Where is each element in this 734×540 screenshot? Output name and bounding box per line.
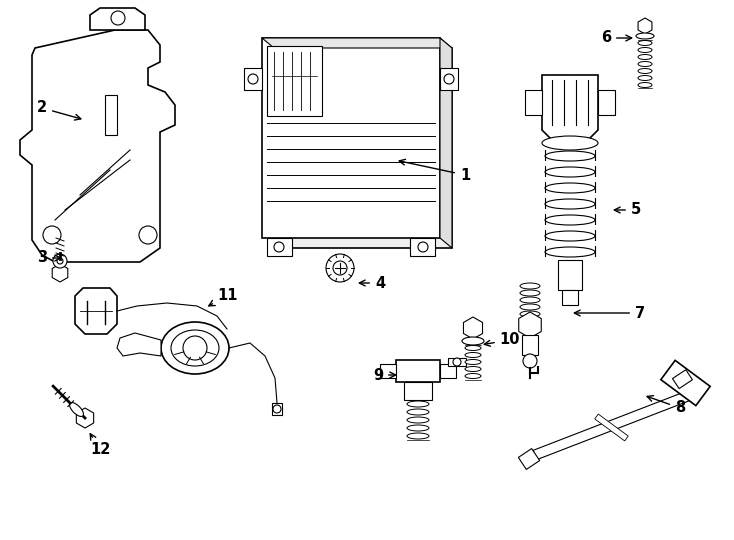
Text: 12: 12	[90, 434, 110, 457]
Polygon shape	[440, 38, 452, 248]
Bar	[558, 260, 582, 290]
Bar	[410, 238, 435, 256]
Ellipse shape	[407, 401, 429, 407]
Bar	[262, 38, 440, 238]
Circle shape	[444, 74, 454, 84]
Ellipse shape	[465, 374, 481, 379]
Polygon shape	[518, 449, 539, 469]
Ellipse shape	[638, 62, 652, 66]
Ellipse shape	[638, 55, 652, 59]
Ellipse shape	[545, 183, 595, 193]
Ellipse shape	[542, 136, 598, 150]
Circle shape	[418, 242, 428, 252]
Ellipse shape	[638, 69, 652, 73]
Ellipse shape	[465, 346, 481, 350]
Ellipse shape	[462, 337, 484, 345]
Text: 2: 2	[37, 100, 81, 120]
Text: 4: 4	[360, 275, 385, 291]
Ellipse shape	[520, 283, 540, 289]
Ellipse shape	[465, 360, 481, 365]
Bar	[525, 90, 542, 115]
Ellipse shape	[520, 297, 540, 303]
Ellipse shape	[545, 151, 595, 161]
Text: 1: 1	[399, 159, 470, 183]
Circle shape	[326, 254, 354, 282]
Bar	[440, 364, 456, 378]
Bar	[404, 382, 432, 400]
Circle shape	[139, 226, 157, 244]
Bar	[598, 90, 615, 115]
Ellipse shape	[638, 76, 652, 80]
Ellipse shape	[520, 304, 540, 310]
Polygon shape	[661, 360, 711, 406]
Circle shape	[111, 11, 125, 25]
Ellipse shape	[545, 231, 595, 241]
Bar	[440, 68, 458, 90]
Ellipse shape	[545, 167, 595, 177]
Bar	[272, 403, 282, 415]
Ellipse shape	[638, 83, 652, 87]
Ellipse shape	[520, 311, 540, 317]
Circle shape	[333, 261, 347, 275]
Bar	[562, 290, 578, 305]
Bar	[396, 360, 440, 382]
Polygon shape	[262, 38, 452, 48]
Bar	[244, 68, 262, 90]
Text: 3: 3	[37, 251, 61, 266]
Ellipse shape	[638, 40, 652, 45]
Ellipse shape	[465, 367, 481, 372]
Ellipse shape	[407, 409, 429, 415]
Polygon shape	[595, 414, 628, 441]
Text: 10: 10	[484, 333, 520, 348]
Text: 11: 11	[208, 287, 239, 306]
Circle shape	[453, 358, 461, 366]
Circle shape	[43, 226, 61, 244]
Bar	[267, 46, 322, 116]
Text: 6: 6	[601, 30, 632, 45]
Polygon shape	[75, 288, 117, 334]
Circle shape	[53, 254, 67, 268]
Circle shape	[523, 354, 537, 368]
Polygon shape	[542, 75, 598, 143]
Ellipse shape	[545, 215, 595, 225]
Bar	[274, 48, 452, 248]
Ellipse shape	[638, 48, 652, 52]
Text: 5: 5	[614, 202, 641, 218]
Circle shape	[273, 405, 281, 413]
Ellipse shape	[161, 322, 229, 374]
Circle shape	[274, 242, 284, 252]
Text: 7: 7	[574, 306, 645, 321]
Bar	[380, 364, 396, 378]
Text: 9: 9	[373, 368, 396, 382]
Bar	[672, 370, 692, 389]
Polygon shape	[117, 333, 161, 356]
Polygon shape	[90, 8, 145, 30]
Ellipse shape	[407, 425, 429, 431]
Ellipse shape	[171, 330, 219, 366]
Ellipse shape	[545, 199, 595, 209]
Bar	[267, 238, 292, 256]
Polygon shape	[533, 387, 700, 460]
Circle shape	[248, 74, 258, 84]
Ellipse shape	[545, 247, 595, 257]
Circle shape	[57, 258, 63, 264]
Ellipse shape	[407, 433, 429, 439]
Ellipse shape	[520, 290, 540, 296]
Ellipse shape	[70, 402, 84, 416]
Bar	[105, 95, 117, 135]
Bar	[448, 358, 466, 366]
Ellipse shape	[465, 353, 481, 357]
Ellipse shape	[407, 417, 429, 423]
Text: 8: 8	[647, 396, 685, 415]
Ellipse shape	[636, 33, 654, 39]
Bar	[522, 335, 538, 355]
Circle shape	[183, 336, 207, 360]
Polygon shape	[20, 30, 175, 262]
